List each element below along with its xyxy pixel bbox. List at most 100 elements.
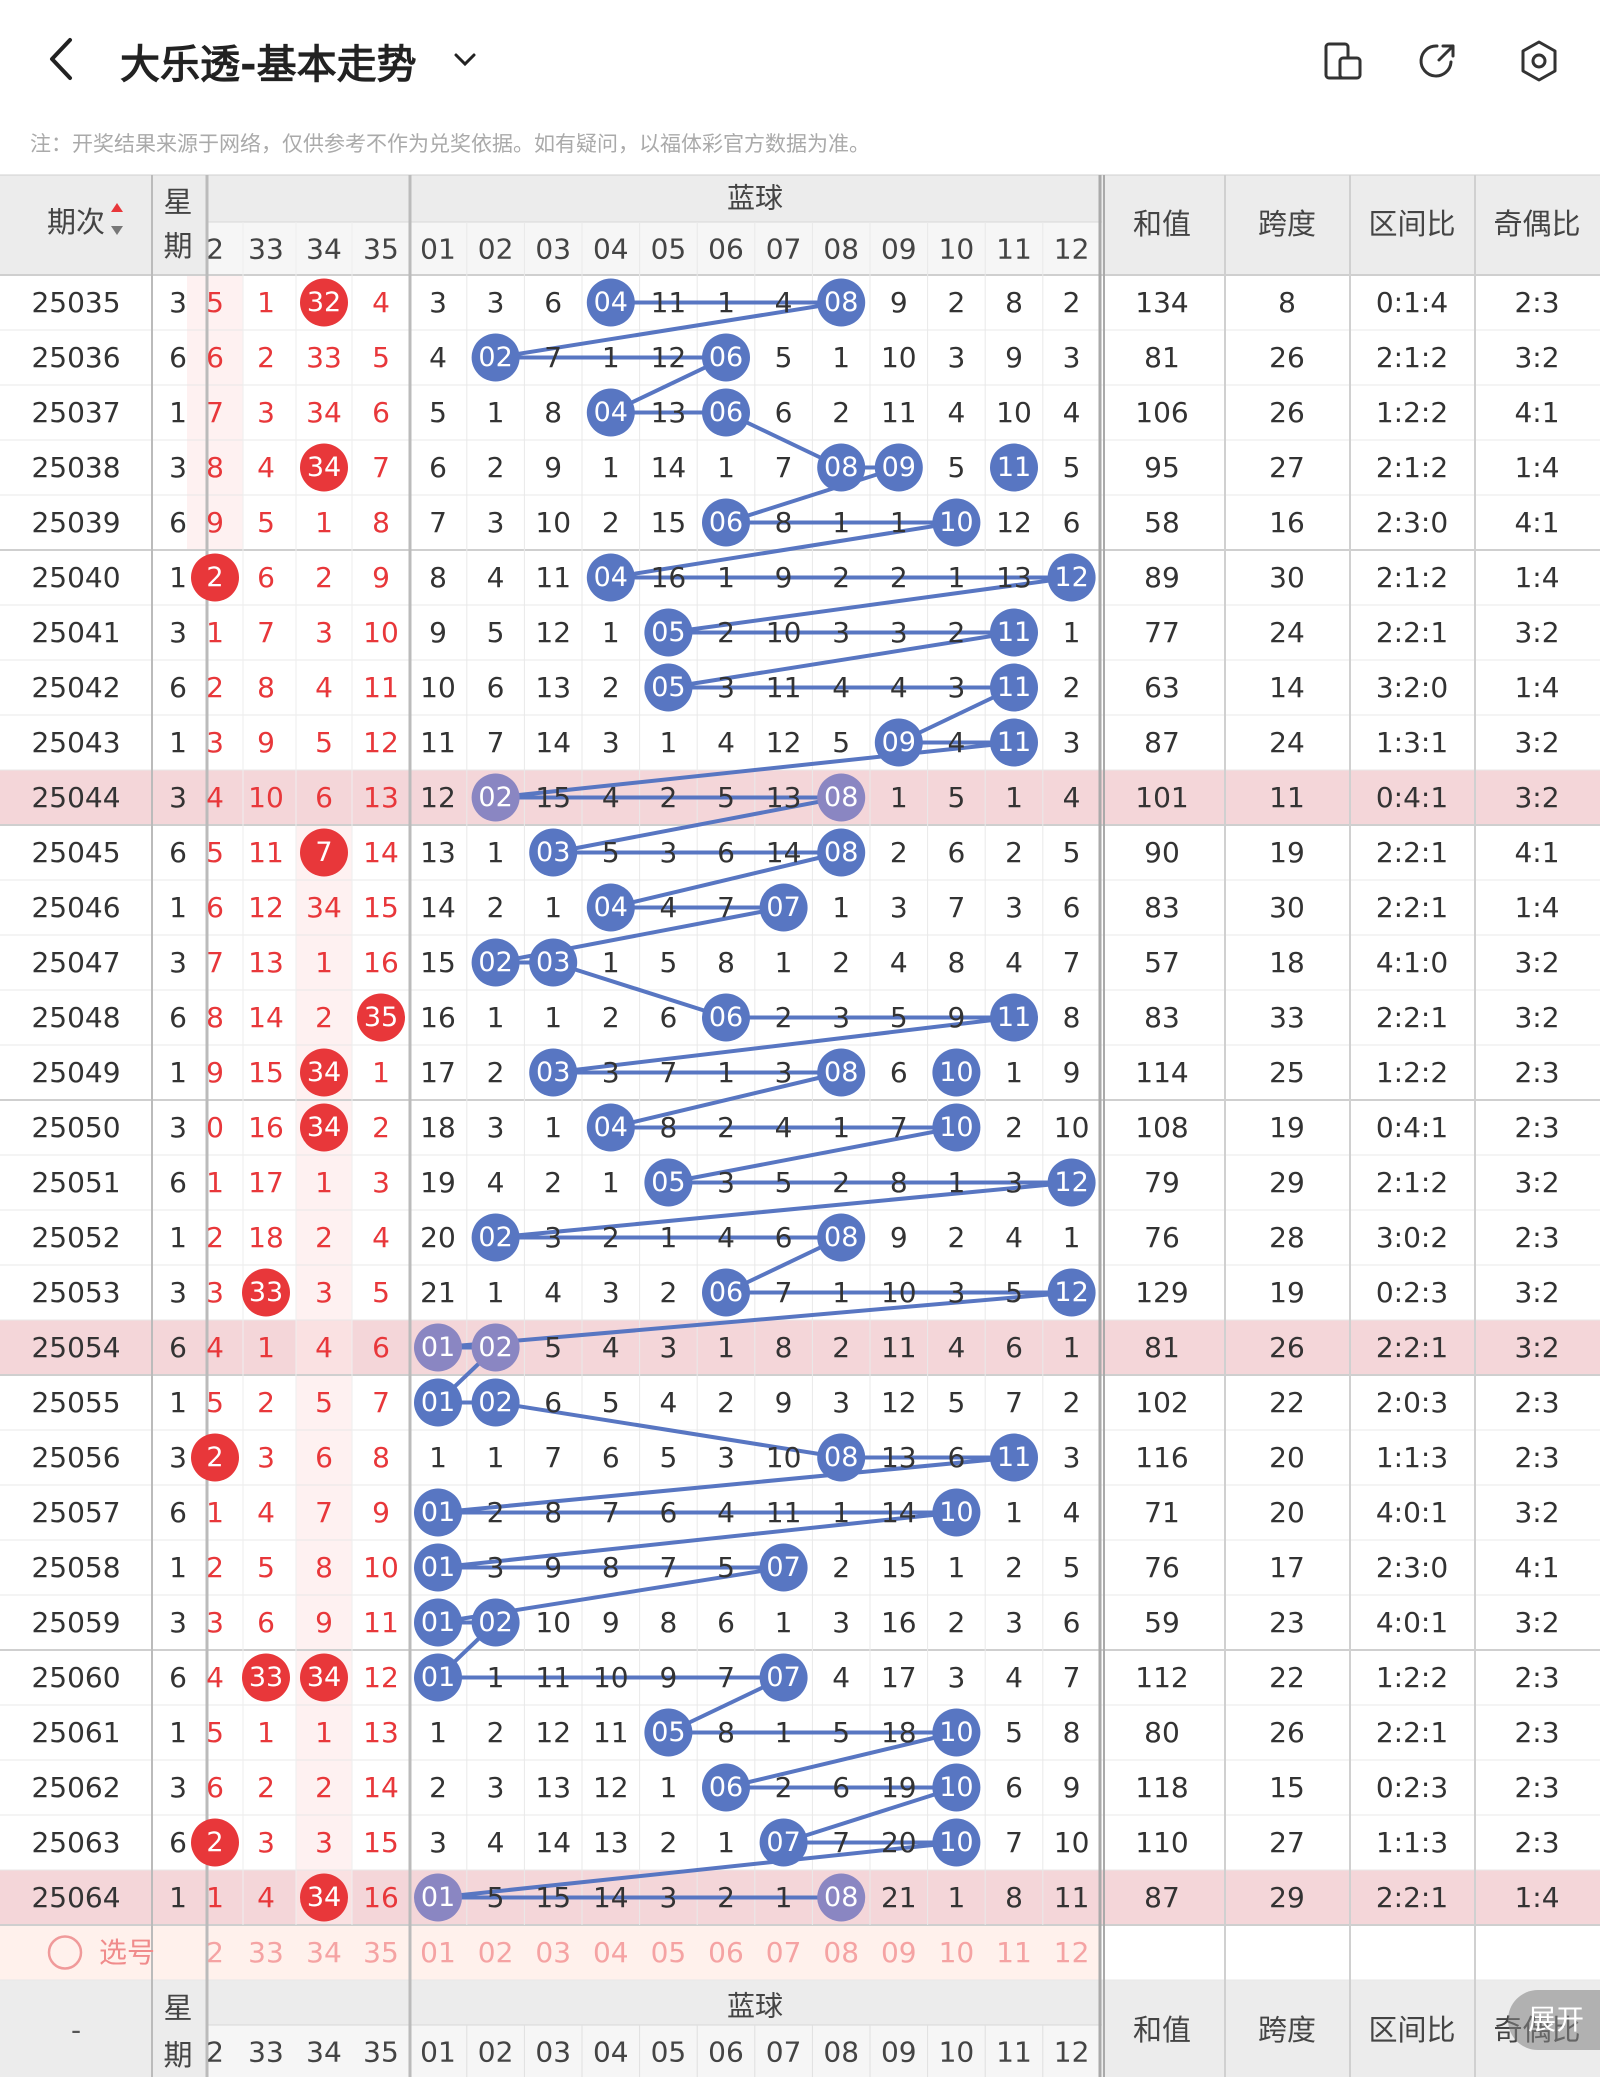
front-miss-cell: 5 xyxy=(206,1716,224,1749)
blue-ball-number: 06 xyxy=(709,342,743,373)
blue-miss-cell: 8 xyxy=(775,506,793,539)
zone-ratio-cell: 1:2:2 xyxy=(1376,1056,1448,1089)
settings-icon[interactable] xyxy=(1516,38,1562,84)
sum-cell: 81 xyxy=(1144,1331,1180,1364)
front-warm-cell xyxy=(187,330,243,385)
blue-miss-cell: 1 xyxy=(1063,1221,1081,1254)
blue-ball-number: 07 xyxy=(766,1662,800,1693)
blue-miss-cell: 2 xyxy=(1063,1386,1081,1419)
front-miss-cell: 9 xyxy=(206,506,224,539)
odd-even-cell: 2:3 xyxy=(1514,1661,1559,1694)
zone-ratio-cell: 2:3:0 xyxy=(1376,506,1448,539)
red-ball-number: 34 xyxy=(307,1057,341,1088)
trend-line xyxy=(437,1455,1015,1515)
red-ball-number: 35 xyxy=(364,1002,398,1033)
blue-ball-number: 11 xyxy=(997,1442,1031,1473)
sum-cell: 102 xyxy=(1135,1386,1188,1419)
blue-miss-cell: 3 xyxy=(429,1826,447,1859)
odd-even-cell: 2:3 xyxy=(1514,286,1559,319)
blue-ball-number: 04 xyxy=(594,287,628,318)
blue-ball-number: 01 xyxy=(421,1497,455,1528)
zone-ratio-cell: 0:2:3 xyxy=(1376,1771,1448,1804)
blue-ball xyxy=(932,1488,981,1537)
front-warm-cell xyxy=(296,1430,352,1485)
blue-miss-cell: 2 xyxy=(1005,1111,1023,1144)
odd-even-cell: 3:2 xyxy=(1514,1496,1559,1529)
blue-ball xyxy=(932,1048,981,1097)
blue-miss-cell: 6 xyxy=(1005,1771,1023,1804)
blue-ball-number: 07 xyxy=(766,1552,800,1583)
sort-down-icon[interactable] xyxy=(111,226,123,235)
blue-miss-cell: 10 xyxy=(593,1661,629,1694)
blue-miss-cell: 1 xyxy=(775,946,793,979)
blue-miss-cell: 7 xyxy=(429,506,447,539)
blue-ball-number: 02 xyxy=(478,1607,512,1638)
blue-miss-cell: 5 xyxy=(602,1386,620,1419)
blue-miss-cell: 8 xyxy=(717,1716,735,1749)
sort-up-icon[interactable] xyxy=(111,203,123,212)
blue-ball xyxy=(586,553,635,602)
issue-cell: 25054 xyxy=(31,1331,120,1364)
front-miss-cell: 1 xyxy=(257,1331,275,1364)
blue-miss-cell: 5 xyxy=(832,726,850,759)
blue-miss-cell: 1 xyxy=(947,1881,965,1914)
front-miss-cell: 3 xyxy=(315,616,333,649)
blue-miss-cell: 1 xyxy=(1063,1331,1081,1364)
odd-even-cell: 3:2 xyxy=(1514,946,1559,979)
span-cell: 16 xyxy=(1269,506,1305,539)
blue-miss-cell: 2 xyxy=(717,1386,735,1419)
blue-ball xyxy=(414,1598,462,1647)
sum-cell: 114 xyxy=(1135,1056,1188,1089)
span-cell: 22 xyxy=(1269,1386,1305,1419)
zone-ratio-cell: 2:1:2 xyxy=(1376,451,1448,484)
pick-radio-icon[interactable] xyxy=(47,1935,83,1970)
zone-ratio-cell: 1:2:2 xyxy=(1376,1661,1448,1694)
front-miss-cell: 2 xyxy=(206,671,224,704)
blue-miss-cell: 3 xyxy=(429,286,447,319)
blue-ball-number: 03 xyxy=(536,1057,570,1088)
blue-miss-cell: 8 xyxy=(659,1606,677,1639)
chevron-down-icon[interactable] xyxy=(450,44,480,74)
zone-ratio-cell: 0:4:1 xyxy=(1376,1111,1448,1144)
blue-miss-cell: 10 xyxy=(881,341,917,374)
blue-miss-cell: 13 xyxy=(766,781,802,814)
back-icon[interactable] xyxy=(40,34,84,84)
blue-miss-cell: 5 xyxy=(717,1551,735,1584)
week-cell: 6 xyxy=(169,836,187,869)
blue-ball-number: 11 xyxy=(997,672,1031,703)
blue-col-header: 10 xyxy=(939,233,975,266)
front-miss-cell: 3 xyxy=(206,1606,224,1639)
red-ball xyxy=(242,1653,290,1702)
blue-ball xyxy=(817,1048,866,1097)
span-cell: 29 xyxy=(1269,1881,1305,1914)
blue-miss-cell: 9 xyxy=(544,451,562,484)
zone-ratio-cell: 2:2:1 xyxy=(1376,1881,1448,1914)
odd-even-cell: 1:4 xyxy=(1514,561,1559,594)
week-cell: 3 xyxy=(169,1441,187,1474)
blue-miss-cell: 2 xyxy=(947,1606,965,1639)
blue-miss-cell: 6 xyxy=(429,451,447,484)
sum-cell: 81 xyxy=(1144,341,1180,374)
page-title[interactable]: 大乐透-基本走势 xyxy=(120,42,417,88)
blue-ball xyxy=(471,1598,520,1647)
front-miss-cell: 34 xyxy=(306,396,342,429)
expand-button[interactable]: 展开 xyxy=(1508,1990,1600,2050)
blue-miss-cell: 12 xyxy=(535,616,571,649)
share-icon[interactable] xyxy=(1415,38,1461,84)
blue-miss-cell: 2 xyxy=(487,1056,505,1089)
front-miss-cell: 4 xyxy=(257,451,275,484)
trend-line xyxy=(725,465,900,525)
blue-miss-cell: 15 xyxy=(651,506,687,539)
blue-miss-cell: 15 xyxy=(881,1551,917,1584)
device-icon[interactable] xyxy=(1320,38,1366,84)
blue-ball xyxy=(471,938,520,987)
footer-column-strip xyxy=(207,2025,1102,2077)
blue-miss-cell: 2 xyxy=(832,1166,850,1199)
blue-miss-cell: 4 xyxy=(487,1166,505,1199)
pick-label: 选号 xyxy=(99,1936,155,1969)
blue-miss-cell: 5 xyxy=(947,781,965,814)
front-warm-cell xyxy=(187,440,243,495)
blue-miss-cell: 8 xyxy=(1063,1716,1081,1749)
front-miss-cell: 34 xyxy=(306,891,342,924)
span-cell: 18 xyxy=(1269,946,1305,979)
